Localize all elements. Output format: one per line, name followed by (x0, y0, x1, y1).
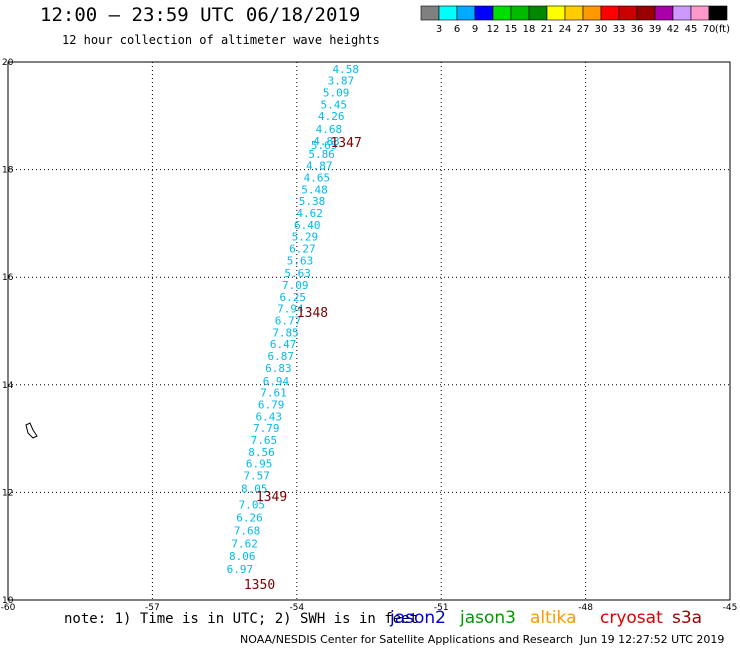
swh-value-label: 6.87 (268, 350, 295, 363)
color-scale-tick: 42 (667, 24, 680, 35)
swh-value-label: 6.94 (263, 375, 290, 388)
swh-value-label: 4.65 (304, 171, 331, 184)
footer-note: note: 1) Time is in UTC; 2) SWH is in fe… (64, 611, 419, 627)
swh-value-label: 7.62 (231, 537, 258, 550)
swh-value-label: 7.05 (239, 499, 266, 512)
legend-cryosat: cryosat (600, 608, 663, 628)
y-tick-label: 18 (2, 166, 14, 176)
legend-s3a: s3a (672, 608, 703, 628)
generated-timestamp: Jun 19 12:27:52 UTC 2019 (580, 633, 725, 646)
swh-value-label: 4.62 (296, 207, 323, 220)
swh-value-label: 8.05 (241, 482, 267, 495)
pass-time-label: 1347 (330, 136, 361, 151)
island-outline (25, 422, 38, 439)
color-scale-tick: 33 (613, 24, 626, 35)
swh-value-label: 6.97 (227, 563, 254, 576)
swh-value-label: 6.95 (246, 458, 273, 471)
color-scale-tick: 18 (523, 24, 536, 35)
pass-time-label: 1349 (256, 490, 287, 505)
swh-value-label: 4.87 (306, 160, 333, 173)
swh-value-label: 5.65 (311, 139, 338, 152)
color-scale-tick: 9 (472, 24, 478, 35)
swh-value-label: 4.26 (318, 110, 345, 123)
swh-value-label: 7.79 (253, 422, 280, 435)
swh-value-label: 4.68 (316, 123, 343, 136)
x-tick-label: -57 (145, 603, 160, 613)
color-scale-unit: (ft) (715, 24, 730, 35)
swh-value-label: 5.86 (308, 148, 335, 161)
swh-value-label: 6.40 (294, 219, 321, 232)
swh-value-label: 6.83 (265, 362, 292, 375)
swh-value-label: 7.65 (251, 434, 278, 447)
swh-value-label: 6.26 (236, 511, 263, 524)
y-tick-label: 12 (2, 488, 13, 498)
color-scale-tick: 3 (436, 24, 442, 35)
color-swatch (708, 5, 728, 21)
plot-frame (7, 61, 731, 601)
swh-value-label: 5.48 (301, 183, 328, 196)
color-scale-tick: 15 (505, 24, 518, 35)
credit-line: NOAA/NESDIS Center for Satellite Applica… (240, 633, 574, 646)
pass-time-label: 1350 (244, 578, 275, 593)
color-scale-tick: 24 (559, 24, 572, 35)
swh-value-label: 7.61 (260, 387, 287, 400)
legend-jason3: jason3 (460, 608, 516, 628)
swh-value-label: 7.85 (272, 326, 299, 339)
swh-value-label: 6.27 (289, 242, 316, 255)
swh-value-label: 5.63 (284, 267, 311, 280)
swh-value-label: 6.77 (275, 315, 302, 328)
swh-value-label: 5.63 (287, 254, 314, 267)
y-tick-label: 10 (2, 596, 14, 606)
swh-value-label: 6.25 (280, 291, 307, 304)
color-scale-legend: 3 6 9 12 15 18 21 24 27 30 33 36 39 42 45 70 (ft) (420, 5, 730, 35)
color-scale-tick: 12 (487, 24, 500, 35)
y-tick-label: 14 (2, 381, 14, 391)
swh-value-label: 6.79 (258, 398, 285, 411)
color-scale-tick: 27 (577, 24, 590, 35)
y-tick-label: 16 (2, 273, 14, 283)
y-tick-label: 20 (2, 58, 14, 68)
x-tick-label: -60 (1, 603, 16, 613)
color-scale-tick: 39 (649, 24, 662, 35)
swh-value-label: 3.87 (328, 75, 355, 88)
color-scale-tick: 21 (541, 24, 554, 35)
legend-altika: altika (530, 608, 577, 628)
swh-value-label: 5.09 (323, 86, 350, 99)
swh-value-label: 4.83 (313, 135, 340, 148)
swh-value-label: 4.58 (332, 63, 359, 76)
pass-time-label: 1348 (297, 306, 328, 321)
x-tick-label: -54 (289, 603, 304, 613)
chart-title: 12:00 – 23:59 UTC 06/18/2019 (40, 4, 361, 26)
x-tick-label: -45 (723, 603, 738, 613)
swh-value-label: 6.43 (255, 410, 281, 423)
swh-value-label: 7.57 (243, 469, 269, 482)
swh-value-label: 5.38 (299, 195, 326, 208)
chart-subtitle: 12 hour collection of altimeter wave hei… (62, 33, 380, 47)
color-scale-tick: 36 (631, 24, 644, 35)
legend-jason2: jason2 (390, 608, 446, 628)
color-scale-tick: 45 (685, 24, 698, 35)
swh-value-label: 5.29 (292, 231, 319, 244)
x-tick-label: -48 (578, 603, 593, 613)
swh-value-label: 7.68 (234, 524, 261, 537)
swh-value-label: 6.47 (270, 338, 297, 351)
swh-value-label: 5.45 (320, 98, 347, 111)
x-tick-label: -51 (434, 603, 449, 613)
swh-value-label: 8.56 (248, 446, 275, 459)
color-scale-tick: 70 (703, 24, 716, 35)
swh-value-label: 8.06 (229, 550, 256, 563)
color-scale-tick: 30 (595, 24, 608, 35)
color-scale-tick: 6 (454, 24, 460, 35)
swh-value-label: 7.94 (277, 303, 304, 316)
swh-value-label: 7.09 (282, 279, 309, 292)
